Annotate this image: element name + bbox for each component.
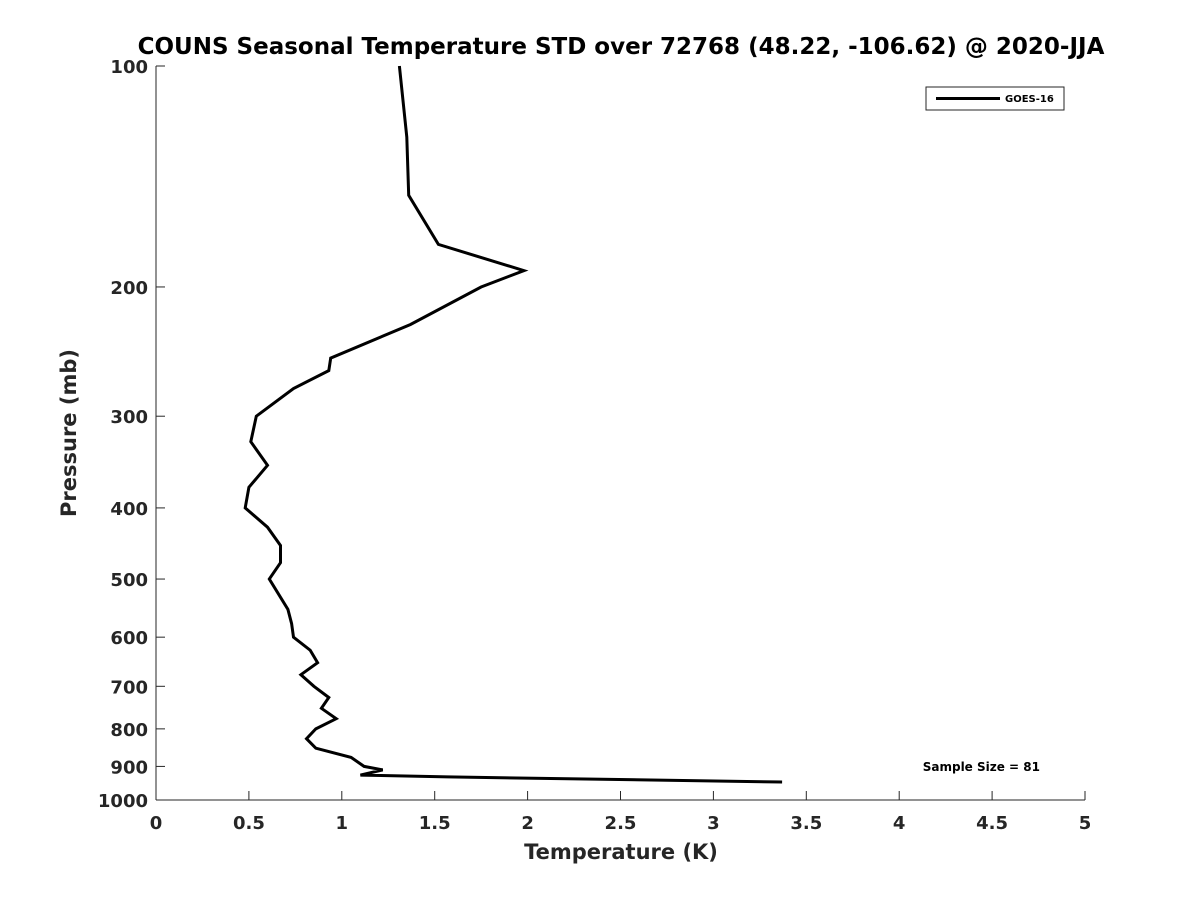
x-tick-label: 2 [521,813,534,834]
x-tick-label: 2.5 [605,813,637,834]
y-tick-label: 500 [110,570,148,591]
x-axis-label: Temperature (K) [524,840,718,864]
plot-axes [155,66,1085,801]
y-tick-label: 800 [110,720,148,741]
y-tick-label: 600 [110,628,148,649]
x-tick-label: 0.5 [233,813,265,834]
x-axis-ticks: 0 0.5 1 1.5 2 2.5 3 3.5 4 4.5 5 [150,791,1092,834]
series-line-goes-16 [243,65,783,784]
x-tick-label: 3.5 [790,813,822,834]
y-tick-label: 100 [110,57,148,78]
series-layer [243,65,783,784]
y-tick-label: 900 [110,757,148,778]
legend-label-goes-16: GOES-16 [1005,94,1054,105]
legend: GOES-16 [925,86,1065,111]
x-tick-label: 5 [1079,813,1092,834]
x-tick-label: 4.5 [976,813,1008,834]
y-tick-label: 1000 [98,791,148,812]
sample-size-annotation: Sample Size = 81 [923,760,1040,774]
x-tick-label: 1 [336,813,349,834]
x-tick-label: 1.5 [419,813,451,834]
y-axis-ticks: 100 200 300 400 500 600 700 800 900 1000 [98,57,165,812]
y-tick-label: 300 [110,407,148,428]
y-tick-label: 400 [110,499,148,520]
y-axis-label: Pressure (mb) [57,349,81,517]
x-tick-label: 4 [893,813,906,834]
chart-title: COUNS Seasonal Temperature STD over 7276… [138,34,1105,60]
x-tick-label: 3 [707,813,720,834]
y-tick-label: 200 [110,278,148,299]
y-tick-label: 700 [110,677,148,698]
x-tick-label: 0 [150,813,163,834]
